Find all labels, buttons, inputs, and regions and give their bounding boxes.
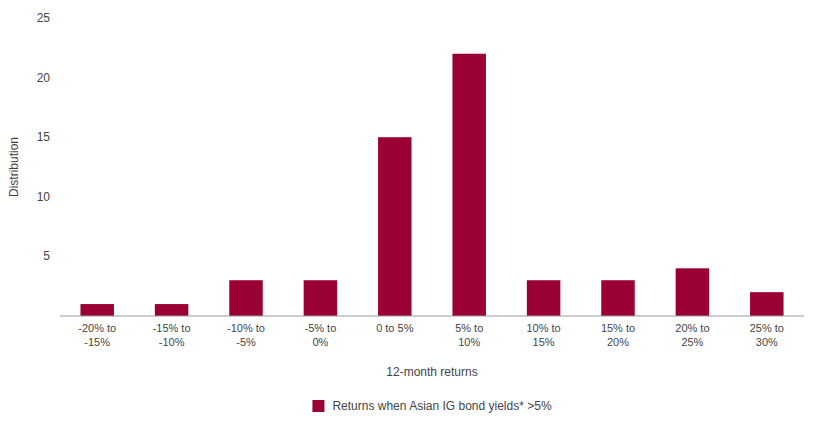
x-tick-label-line: -5% to [305, 322, 337, 334]
x-tick-label-line: 25% [681, 336, 703, 348]
x-tick-label-line: -10% to [227, 322, 265, 334]
x-tick-label-line: 10% [458, 336, 480, 348]
legend-label: Returns when Asian IG bond yields* >5% [332, 399, 551, 413]
bar [601, 280, 634, 316]
x-tick-label-line: 25% to [750, 322, 784, 334]
bar [452, 54, 485, 316]
bar [527, 280, 560, 316]
x-tick-label: 5% to 10% [455, 322, 483, 348]
x-tick-label-line: 15% to [601, 322, 635, 334]
bar [229, 280, 262, 316]
x-tick-label-line: 30% [756, 336, 778, 348]
bar [155, 304, 188, 316]
x-tick-label: 0 to 5% [376, 322, 414, 334]
x-tick-label: -10% to -5% [227, 322, 265, 348]
bar [80, 304, 113, 316]
bar [378, 137, 411, 316]
x-tick-label: 25% to 30% [750, 322, 784, 348]
x-tick-label-line: 20% to [675, 322, 709, 334]
x-tick-label: -15% to -10% [153, 322, 191, 348]
x-tick-label: 15% to 20% [601, 322, 635, 348]
x-tick-label-line: 20% [607, 336, 629, 348]
y-tick-label: 25 [37, 11, 51, 25]
x-tick-label-line: 0 to 5% [376, 322, 414, 334]
x-tick-label: -5% to 0% [305, 322, 337, 348]
chart-container: 5 10 15 20 25 -20% to -15% -15% to -10% -10% to -5… [0, 0, 822, 436]
x-axis-title: 12-month returns [386, 365, 477, 379]
x-tick-label-line: 0% [312, 336, 328, 348]
bars [80, 54, 783, 316]
x-tick-label-line: 5% to [455, 322, 483, 334]
legend-swatch [312, 400, 324, 412]
chart-svg: 5 10 15 20 25 -20% to -15% -15% to -10% -10% to -5… [0, 0, 822, 436]
bar [676, 268, 709, 316]
x-tick-label-line: 15% [533, 336, 555, 348]
x-axis-line [60, 316, 804, 317]
y-tick-label: 5 [43, 249, 50, 263]
y-tick-label: 20 [37, 71, 51, 85]
x-tick-label-line: -20% to [78, 322, 116, 334]
bar [750, 292, 783, 316]
x-tick-label: 10% to 15% [526, 322, 560, 348]
x-tick-label-line: -15% to [153, 322, 191, 334]
x-tick-label-line: -5% [236, 336, 256, 348]
x-tick-label-line: -10% [159, 336, 185, 348]
legend: Returns when Asian IG bond yields* >5% [312, 399, 551, 413]
x-tick-label-line: -15% [84, 336, 110, 348]
y-tick-label: 15 [37, 130, 51, 144]
x-tick-label: -20% to -15% [78, 322, 116, 348]
x-tick-label-line: 10% to [526, 322, 560, 334]
y-tick-label: 10 [37, 190, 51, 204]
x-tick-label: 20% to 25% [675, 322, 709, 348]
y-axis-title: Distribution [7, 137, 21, 197]
bar [304, 280, 337, 316]
